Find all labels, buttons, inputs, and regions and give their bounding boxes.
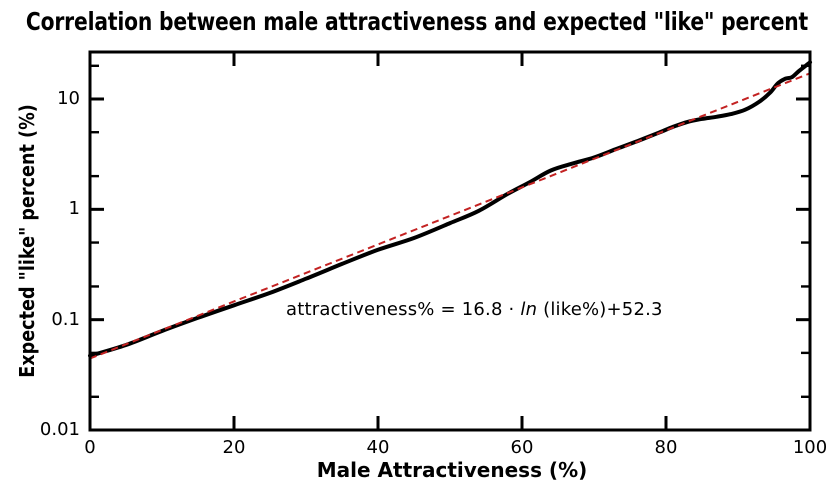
x-tick-label: 80 — [654, 437, 678, 458]
y-tick-label: 10 — [57, 88, 80, 109]
x-tick-label: 0 — [84, 437, 96, 458]
fit-line — [89, 72, 811, 360]
equation-suffix: (like%)+52.3 — [537, 299, 663, 320]
x-tick-label: 20 — [222, 437, 246, 458]
x-tick-label: 60 — [510, 437, 534, 458]
y-tick-label: 0.1 — [51, 308, 80, 330]
plot-border — [88, 50, 812, 432]
x-tick-label: 100 — [792, 437, 828, 458]
y-axis-label: Expected "like" percent (%) — [15, 104, 39, 378]
y-tick-label: 0.01 — [39, 419, 80, 440]
equation-ln: ln — [520, 299, 538, 320]
series-curve — [88, 60, 812, 358]
equation-prefix: attractiveness% = 16.8 · — [286, 299, 521, 320]
x-axis-label: Male Attractiveness (%) — [316, 458, 588, 482]
y-tick-label: 1 — [68, 198, 80, 220]
chart-title: Correlation between male attractiveness … — [25, 7, 808, 36]
equation-annotation: attractiveness% = 16.8 · ln (like%)+52.3 — [286, 299, 663, 320]
axis-ticks — [90, 52, 810, 430]
x-tick-label: 40 — [366, 437, 390, 458]
